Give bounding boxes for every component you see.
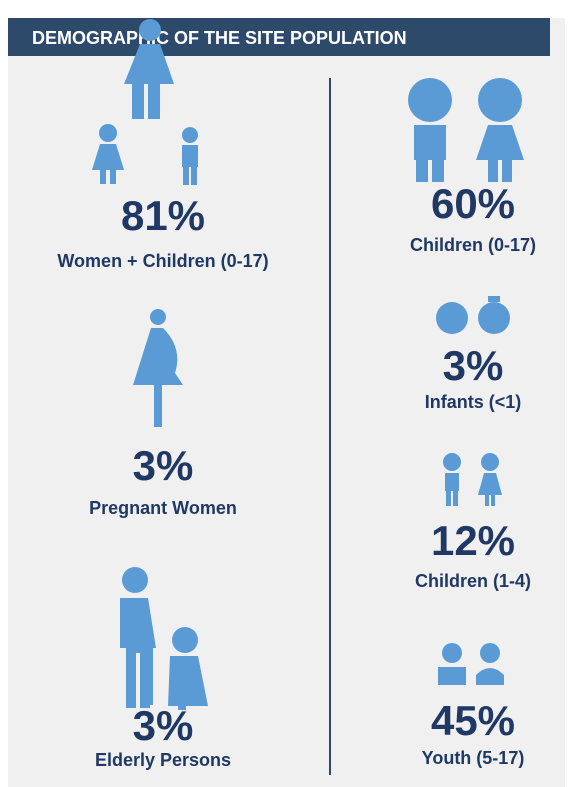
label: Children (0-17) bbox=[410, 235, 536, 255]
family-icon bbox=[92, 19, 198, 185]
elderly-icon bbox=[120, 567, 208, 710]
pregnant-icon bbox=[133, 309, 183, 427]
percent: 81% bbox=[121, 192, 205, 239]
percent: 3% bbox=[443, 342, 504, 389]
percent: 12% bbox=[431, 517, 515, 564]
header-bar bbox=[8, 18, 550, 56]
percent: 60% bbox=[431, 180, 515, 227]
percent: 3% bbox=[133, 442, 194, 489]
header-title: DEMOGRAPHIC OF THE SITE POPULATION bbox=[32, 28, 407, 48]
percent: 45% bbox=[431, 697, 515, 744]
infants-icon bbox=[436, 296, 510, 334]
label: Women + Children (0-17) bbox=[57, 251, 268, 271]
label: Infants (<1) bbox=[425, 392, 522, 412]
label: Elderly Persons bbox=[95, 750, 231, 770]
label: Children (1-4) bbox=[415, 571, 531, 591]
label: Pregnant Women bbox=[89, 498, 237, 518]
youth-icon bbox=[438, 643, 504, 685]
percent: 3% bbox=[133, 702, 194, 749]
label: Youth (5-17) bbox=[422, 748, 525, 768]
children-icon bbox=[408, 78, 524, 182]
small-children-icon bbox=[443, 453, 502, 506]
